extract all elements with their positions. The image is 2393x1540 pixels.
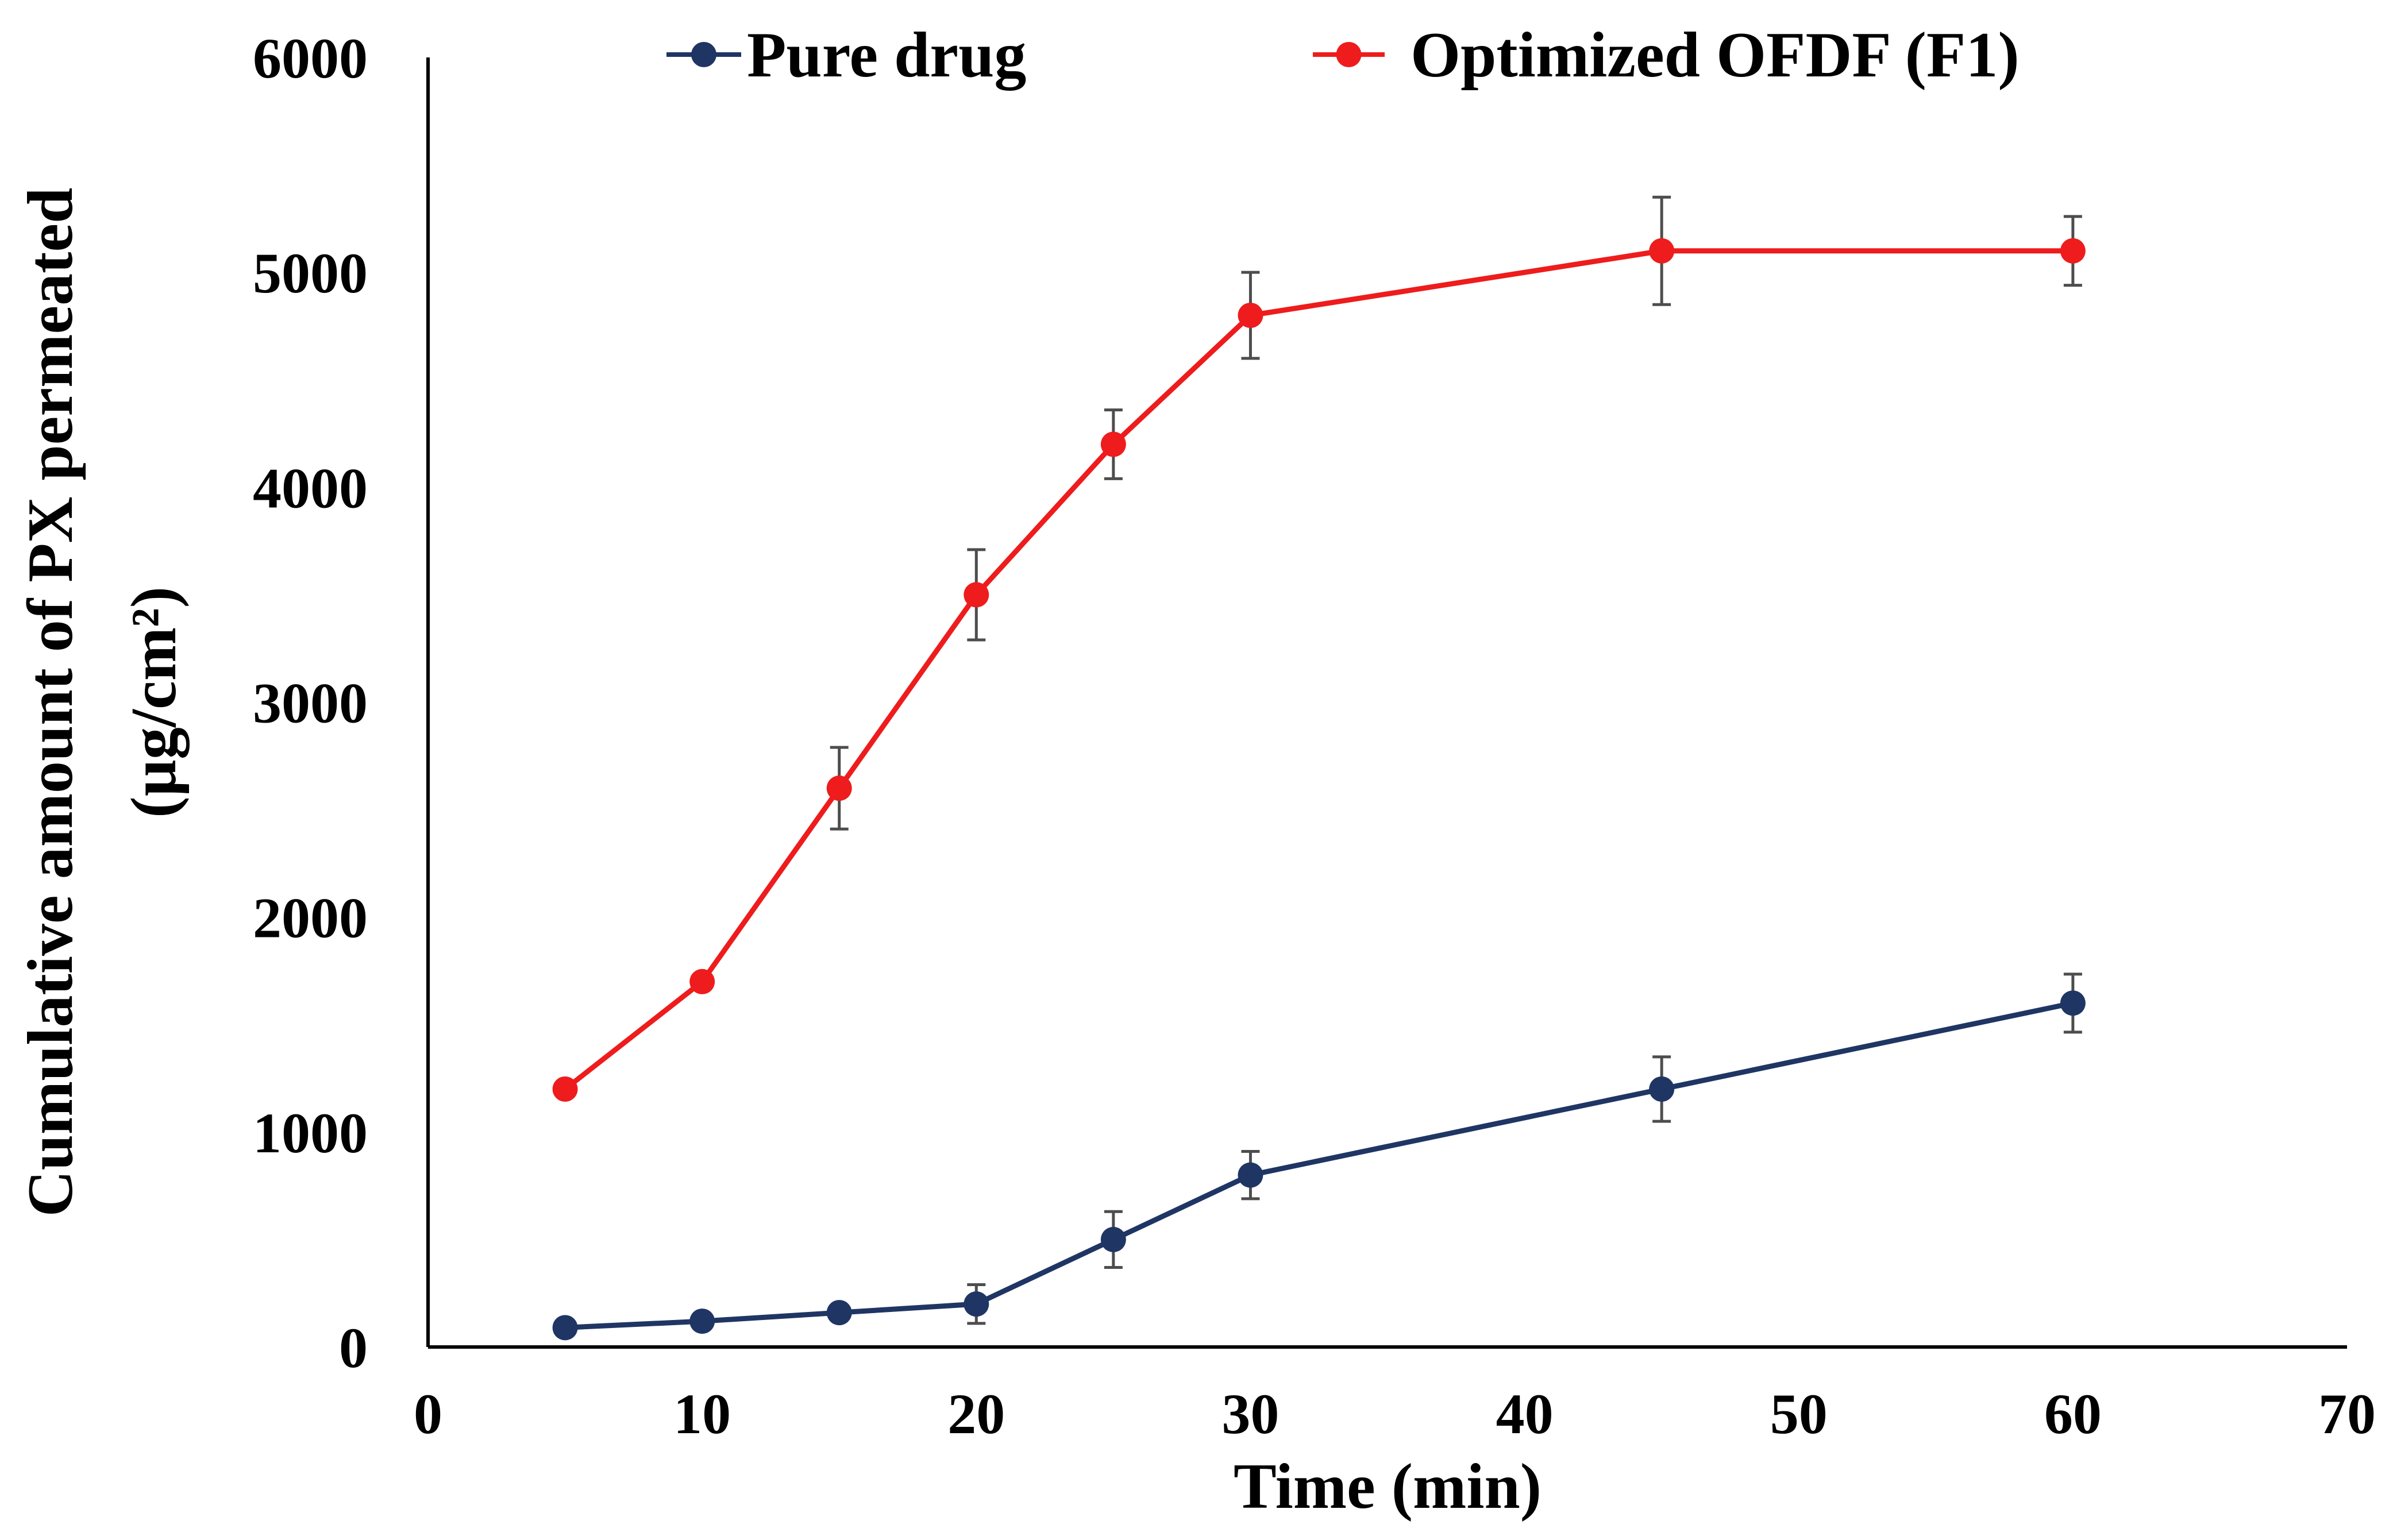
y-axis-title-line1: Cumulative amount of PX permeated bbox=[15, 188, 86, 1217]
series-optimized-ofdf-f1 bbox=[552, 195, 2086, 1102]
y-axis-title: Cumulative amount of PX permeated (µg/cm… bbox=[15, 188, 190, 1217]
x-tick-label: 0 bbox=[414, 1382, 442, 1446]
series-layer bbox=[552, 195, 2086, 1341]
y-tick-label: 5000 bbox=[253, 241, 368, 305]
x-axis-ticks: 0 10 20 30 40 50 60 70 bbox=[414, 1382, 2376, 1446]
data-point bbox=[1238, 1162, 1263, 1188]
legend-marker-optimized-ofdf bbox=[1336, 42, 1362, 67]
x-tick-label: 60 bbox=[2044, 1382, 2102, 1446]
y-axis-ticks: 0 1000 2000 3000 4000 5000 6000 bbox=[253, 26, 368, 1380]
data-point bbox=[1238, 303, 1263, 328]
data-point bbox=[2060, 990, 2086, 1016]
x-tick-label: 20 bbox=[947, 1382, 1005, 1446]
legend-label-pure-drug: Pure drug bbox=[747, 20, 1026, 91]
data-point bbox=[1100, 1226, 1126, 1252]
data-point bbox=[689, 968, 715, 994]
x-tick-label: 10 bbox=[673, 1382, 731, 1446]
data-point bbox=[1100, 431, 1126, 457]
series-line-optimized-ofdf-f1 bbox=[563, 248, 2073, 1091]
data-point bbox=[964, 1291, 989, 1317]
data-point bbox=[2060, 238, 2086, 264]
legend: Pure drug Optimized OFDF (F1) bbox=[666, 20, 2020, 91]
x-tick-label: 50 bbox=[1770, 1382, 1828, 1446]
y-tick-label: 1000 bbox=[253, 1101, 368, 1165]
legend-label-optimized-ofdf: Optimized OFDF (F1) bbox=[1411, 20, 2020, 91]
y-tick-label: 2000 bbox=[253, 886, 368, 950]
data-point bbox=[689, 1309, 715, 1334]
series-line-pure-drug bbox=[565, 1000, 2074, 1330]
x-axis-title: Time (min) bbox=[1234, 1451, 1542, 1522]
legend-item-optimized-ofdf: Optimized OFDF (F1) bbox=[1313, 20, 2020, 91]
data-point bbox=[826, 775, 852, 801]
data-point bbox=[826, 1300, 852, 1326]
y-axis-title-line2: (µg/cm²) bbox=[118, 586, 190, 818]
x-tick-label: 40 bbox=[1496, 1382, 1554, 1446]
series-pure-drug bbox=[552, 972, 2086, 1341]
legend-item-pure-drug: Pure drug bbox=[666, 20, 1026, 91]
y-tick-label: 0 bbox=[339, 1316, 368, 1380]
y-tick-label: 3000 bbox=[253, 671, 368, 735]
legend-marker-pure-drug bbox=[691, 42, 716, 67]
data-point bbox=[552, 1315, 578, 1341]
data-point bbox=[1649, 1076, 1675, 1102]
y-tick-label: 4000 bbox=[253, 456, 368, 520]
data-point bbox=[1649, 238, 1675, 264]
x-tick-label: 70 bbox=[2318, 1382, 2376, 1446]
data-point bbox=[552, 1076, 578, 1102]
x-tick-label: 30 bbox=[1221, 1382, 1279, 1446]
data-point bbox=[964, 582, 989, 608]
plot-area: 0 10 20 30 40 50 60 70 0 1000 2000 3000 4000 5000 600… bbox=[253, 26, 2376, 1446]
y-tick-label: 6000 bbox=[253, 26, 368, 90]
